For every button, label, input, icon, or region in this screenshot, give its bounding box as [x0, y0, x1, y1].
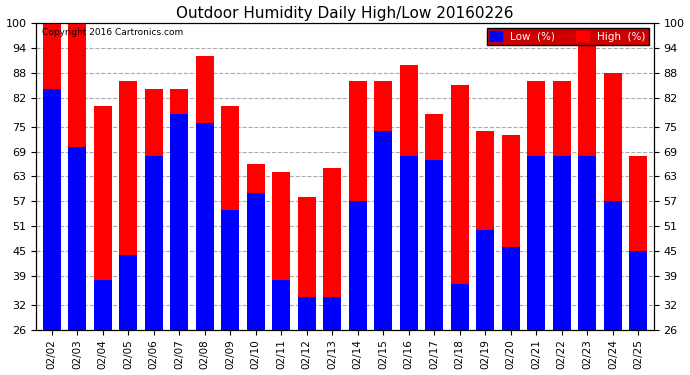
Bar [629, 251, 647, 375]
Bar [425, 160, 443, 375]
Bar [221, 210, 239, 375]
Bar [247, 164, 265, 375]
Bar [527, 81, 545, 375]
Title: Outdoor Humidity Daily High/Low 20160226: Outdoor Humidity Daily High/Low 20160226 [176, 6, 514, 21]
Bar [578, 156, 596, 375]
Bar [94, 106, 112, 375]
Bar [400, 156, 417, 375]
Bar [247, 193, 265, 375]
Bar [119, 81, 137, 375]
Bar [604, 201, 622, 375]
Bar [451, 284, 469, 375]
Bar [196, 123, 214, 375]
Bar [273, 172, 290, 375]
Bar [43, 89, 61, 375]
Bar [94, 280, 112, 375]
Bar [298, 197, 315, 375]
Bar [298, 297, 315, 375]
Bar [629, 156, 647, 375]
Bar [145, 156, 163, 375]
Bar [349, 81, 366, 375]
Bar [502, 135, 520, 375]
Bar [553, 81, 571, 375]
Bar [375, 131, 392, 375]
Bar [119, 255, 137, 375]
Bar [170, 89, 188, 375]
Bar [324, 297, 341, 375]
Bar [604, 73, 622, 375]
Bar [425, 114, 443, 375]
Bar [68, 147, 86, 375]
Bar [68, 23, 86, 375]
Bar [553, 156, 571, 375]
Bar [527, 156, 545, 375]
Bar [349, 201, 366, 375]
Bar [451, 85, 469, 375]
Bar [196, 56, 214, 375]
Bar [170, 114, 188, 375]
Bar [375, 81, 392, 375]
Bar [145, 89, 163, 375]
Bar [400, 64, 417, 375]
Bar [502, 247, 520, 375]
Legend: Low  (%), High  (%): Low (%), High (%) [486, 28, 649, 45]
Text: Copyright 2016 Cartronics.com: Copyright 2016 Cartronics.com [43, 28, 184, 37]
Bar [43, 23, 61, 375]
Bar [221, 106, 239, 375]
Bar [324, 168, 341, 375]
Bar [578, 44, 596, 375]
Bar [476, 230, 494, 375]
Bar [476, 131, 494, 375]
Bar [273, 280, 290, 375]
